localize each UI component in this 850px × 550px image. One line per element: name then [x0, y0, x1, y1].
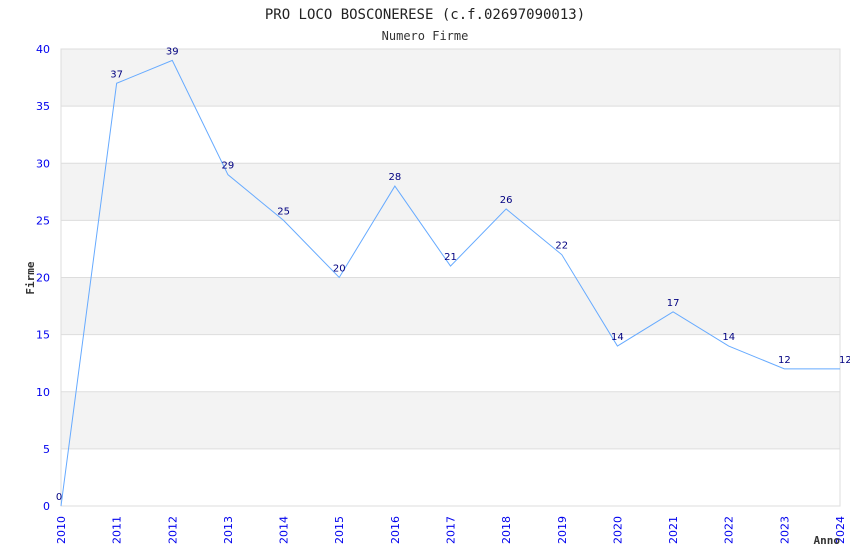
- data-label: 28: [388, 172, 401, 183]
- x-tick-label: 2021: [667, 516, 680, 544]
- data-label: 17: [667, 298, 680, 309]
- data-label: 14: [722, 332, 735, 343]
- x-tick-label: 2017: [445, 516, 458, 544]
- grid-band: [61, 163, 840, 221]
- x-tick-label: 2023: [778, 516, 791, 544]
- y-tick-label: 0: [43, 500, 50, 513]
- x-tick-label: 2022: [723, 516, 736, 544]
- plot-frame: [60, 48, 841, 507]
- data-label: 12: [839, 355, 850, 366]
- grid-band: [61, 49, 840, 107]
- data-label: 21: [444, 252, 457, 263]
- series-line: [60, 59, 840, 507]
- grid-band: [61, 277, 840, 335]
- x-axis-label: Anno: [814, 534, 841, 547]
- data-label: 0: [56, 492, 62, 503]
- x-tick-label: 2010: [55, 516, 68, 544]
- y-tick-label: 15: [36, 329, 50, 342]
- y-tick-label: 25: [36, 214, 50, 227]
- chart-title: PRO LOCO BOSCONERESE (c.f.02697090013): [265, 7, 585, 23]
- x-tick-label: 2020: [611, 516, 624, 544]
- y-tick-label: 5: [43, 443, 50, 456]
- grid-band: [61, 391, 840, 449]
- data-label: 20: [333, 264, 346, 275]
- y-tick-label: 35: [36, 100, 50, 113]
- y-tick-label: 40: [36, 43, 50, 56]
- y-axis-label: Firme: [24, 261, 37, 294]
- y-tick-label: 20: [36, 272, 50, 285]
- data-label: 25: [277, 206, 290, 217]
- x-tick-label: 2015: [333, 516, 346, 544]
- data-label: 14: [611, 332, 624, 343]
- x-tick-label: 2014: [278, 516, 291, 544]
- data-label: 29: [222, 161, 235, 172]
- data-label: 26: [500, 195, 513, 206]
- x-tick-label: 2019: [556, 516, 569, 544]
- x-tick-label: 2011: [111, 516, 124, 544]
- x-tick-label: 2024: [834, 516, 847, 544]
- x-tick-label: 2016: [389, 516, 402, 544]
- x-tick-label: 2013: [222, 516, 235, 544]
- data-label: 22: [555, 241, 568, 252]
- x-tick-label: 2012: [166, 516, 179, 544]
- y-tick-label: 30: [36, 157, 50, 170]
- chart-subtitle: Numero Firme: [382, 29, 469, 43]
- data-label: 12: [778, 355, 791, 366]
- y-tick-label: 10: [36, 386, 50, 399]
- data-label: 39: [166, 46, 179, 57]
- x-tick-label: 2018: [500, 516, 513, 544]
- data-label: 37: [110, 69, 123, 80]
